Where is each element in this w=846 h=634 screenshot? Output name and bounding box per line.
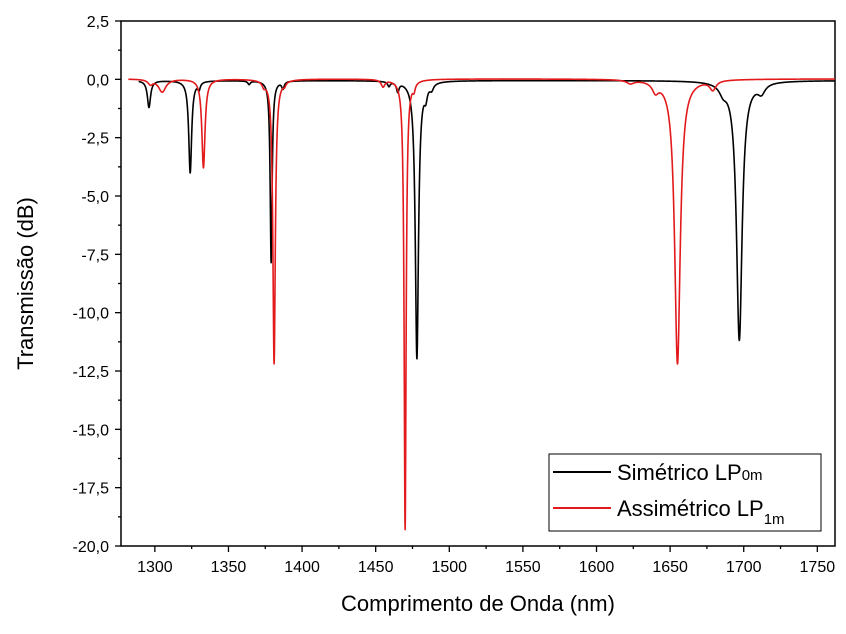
x-axis-title: Comprimento de Onda (nm) <box>341 591 615 616</box>
x-tick-label: 1500 <box>431 559 467 576</box>
x-tick-label: 1700 <box>726 559 762 576</box>
x-tick-label: 1600 <box>579 559 615 576</box>
x-tick-label: 1650 <box>652 559 688 576</box>
legend-entry-assimetrico: Assimétrico LP1m <box>553 496 785 528</box>
y-tick-label: -5,0 <box>81 189 109 206</box>
legend-subscript-simetrico: 0m <box>742 467 763 484</box>
legend-label-simetrico: Simétrico LP0m <box>617 460 763 485</box>
series-group <box>127 78 836 531</box>
y-tick-label: -7,5 <box>81 247 109 264</box>
legend-box <box>548 453 822 532</box>
y-tick-label: -17,5 <box>73 481 110 498</box>
x-tick-label: 1750 <box>800 559 836 576</box>
legend-subscript-assimetrico: 1m <box>764 511 785 528</box>
y-axis-title: Transmissão (dB) <box>13 197 38 370</box>
series-line-0 <box>138 79 836 360</box>
x-tick-label: 1550 <box>505 559 541 576</box>
y-tick-label: 0,0 <box>87 72 109 89</box>
y-tick-label: -12,5 <box>73 364 110 381</box>
x-tick-label: 1400 <box>284 559 320 576</box>
y-tick-label: -2,5 <box>81 131 109 148</box>
legend-entry-simetrico: Simétrico LP0m <box>553 460 763 485</box>
y-tick-label: -20,0 <box>73 539 110 556</box>
legend-label-assimetrico: Assimétrico LP1m <box>617 496 785 528</box>
series-line-1 <box>127 78 836 531</box>
axis-ticks <box>115 20 818 552</box>
legend: Simétrico LP0m Assimétrico LP1m <box>548 453 822 532</box>
x-tick-label: 1350 <box>211 559 247 576</box>
y-tick-label: -15,0 <box>73 422 110 439</box>
y-tick-label: 2,5 <box>87 14 109 31</box>
x-tick-label: 1450 <box>358 559 394 576</box>
y-tick-label: -10,0 <box>73 306 110 323</box>
x-tick-label: 1300 <box>137 559 173 576</box>
tick-labels: 1300 1350 1400 1450 1500 1550 1600 1650 1700 1750… <box>73 14 836 576</box>
